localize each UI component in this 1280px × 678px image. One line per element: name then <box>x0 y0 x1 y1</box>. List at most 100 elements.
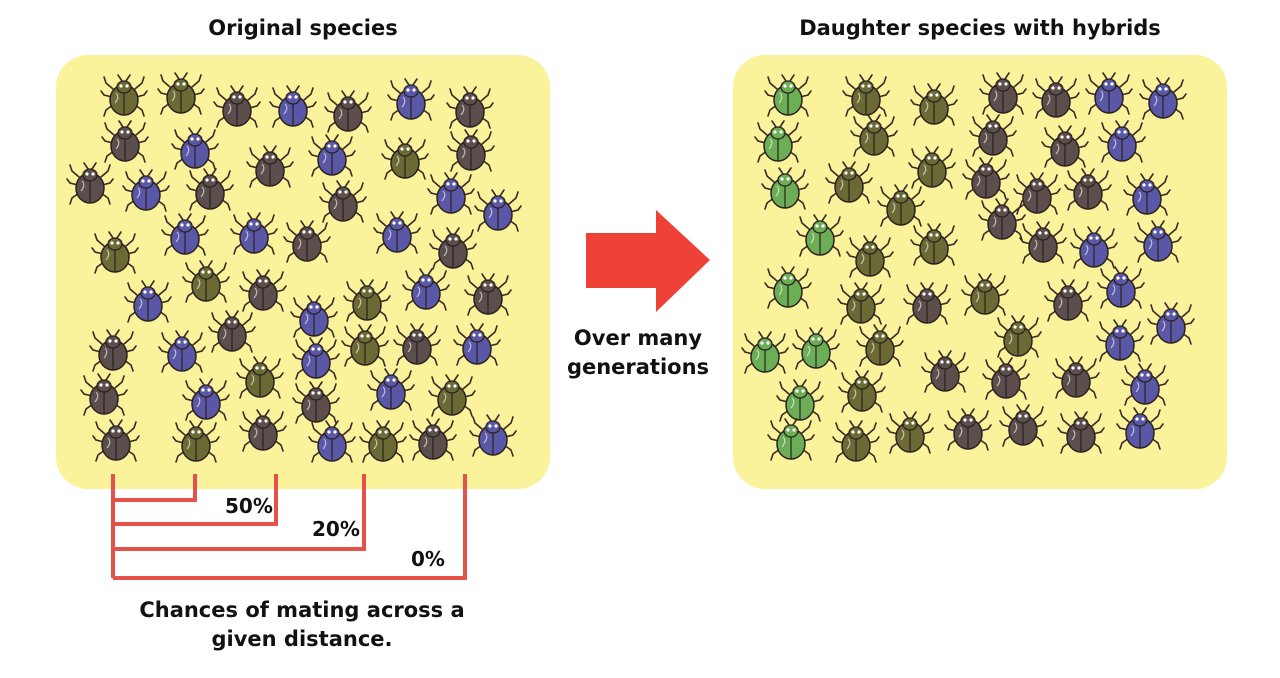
beetle-icon <box>978 198 1026 241</box>
original-species-beetles <box>66 72 522 463</box>
beetle-icon <box>319 180 367 223</box>
beetle-icon <box>846 235 894 278</box>
beetle-icon <box>427 172 475 215</box>
caption: Chances of mating across a given distanc… <box>120 596 484 654</box>
beetle-icon <box>796 214 844 257</box>
beetle-icon <box>1019 221 1067 264</box>
beetle-icon <box>89 329 137 372</box>
beetle-icon <box>171 127 219 170</box>
beetle-icon <box>842 74 890 117</box>
beetle-icon <box>982 357 1030 400</box>
beetle-icon <box>402 268 450 311</box>
beetle-icon <box>239 269 287 312</box>
beetle-icon <box>387 78 435 121</box>
beetle-icon <box>464 273 512 316</box>
beetle-icon <box>1134 220 1182 263</box>
beetle-icon <box>161 213 209 256</box>
beetle-icon <box>453 323 501 366</box>
beetle-icon <box>832 420 880 463</box>
beetle-icon <box>1041 125 1089 168</box>
beetle-icon <box>158 330 206 373</box>
arrow-label-line1: Over many <box>573 326 703 350</box>
bracket-0-arm <box>113 474 366 551</box>
beetle-icon <box>213 85 261 128</box>
beetle-icon <box>1097 266 1145 309</box>
bracket-50-arm <box>113 474 197 502</box>
beetle-icon <box>994 315 1042 358</box>
beetle-icon <box>1096 319 1144 362</box>
beetle-icon <box>962 157 1010 200</box>
beetle-icon <box>230 212 278 255</box>
beetle-icon <box>850 114 898 157</box>
beetle-icon <box>428 374 476 417</box>
beetle-icon <box>101 120 149 163</box>
beetle-icon <box>767 418 815 461</box>
beetle-icon <box>761 167 809 210</box>
beetle-icon <box>186 168 234 211</box>
beetle-icon <box>292 337 340 380</box>
beetle-icon <box>921 350 969 393</box>
beetle-icon <box>100 74 148 117</box>
beetle-icon <box>944 408 992 451</box>
beetle-icon <box>741 331 789 374</box>
caption-line2: given distance. <box>211 627 393 651</box>
beetle-icon <box>283 220 331 263</box>
beetle-icon <box>1123 173 1171 216</box>
beetle-icon <box>182 260 230 303</box>
arrow-label: Over many generations <box>566 324 710 382</box>
beetle-icon <box>393 323 441 366</box>
beetle-icon <box>447 129 495 172</box>
bracket-20-arm <box>113 474 278 526</box>
beetle-icon <box>308 420 356 463</box>
distance-brackets <box>111 474 467 580</box>
beetle-icon <box>290 295 338 338</box>
beetle-icon <box>308 134 356 177</box>
beetle-icon <box>1032 76 1080 119</box>
caption-line1: Chances of mating across a <box>139 598 465 622</box>
beetle-icon <box>474 189 522 232</box>
distance-label-50: 50% <box>225 494 273 518</box>
beetle-icon <box>856 324 904 367</box>
beetle-icon <box>91 231 139 274</box>
beetle-icon <box>208 310 256 353</box>
daughter-species-beetles <box>741 72 1195 463</box>
beetle-icon <box>1085 72 1133 115</box>
bracket-far-arm <box>113 474 467 580</box>
beetle-icon <box>910 83 958 126</box>
beetle-icon <box>246 145 294 188</box>
beetle-icon <box>979 72 1027 115</box>
beetle-icon <box>182 378 230 421</box>
beetle-icon <box>792 327 840 370</box>
left-panel-title: Original species <box>208 16 398 40</box>
beetle-icon <box>837 282 885 325</box>
beetle-icon <box>764 74 812 117</box>
beetle-icon <box>825 161 873 204</box>
beetle-icon <box>877 184 925 227</box>
beetle-icon <box>776 379 824 422</box>
beetle-icon <box>66 162 114 205</box>
beetle-icon <box>903 282 951 325</box>
beetle-icon <box>969 114 1017 157</box>
beetle-icon <box>341 324 389 367</box>
beetle-icon <box>1052 356 1100 399</box>
beetle-icon <box>910 223 958 266</box>
beetle-icon <box>1147 302 1195 345</box>
beetle-icon <box>446 86 494 129</box>
beetle-icon <box>429 227 477 270</box>
beetle-icon <box>886 411 934 454</box>
beetle-icon <box>409 418 457 461</box>
beetle-icon <box>122 169 170 212</box>
beetle-icon <box>1139 77 1187 120</box>
beetle-icon <box>999 404 1047 447</box>
beetle-icon <box>269 85 317 128</box>
beetle-icon <box>1098 120 1146 163</box>
beetle-icon <box>1116 407 1164 450</box>
beetle-icon <box>239 409 287 452</box>
beetle-icon <box>1057 411 1105 454</box>
arrow-right-icon <box>586 210 710 312</box>
beetle-icon <box>80 373 128 416</box>
beetle-icon <box>381 137 429 180</box>
beetle-icon <box>908 146 956 189</box>
beetle-icon <box>343 279 391 322</box>
